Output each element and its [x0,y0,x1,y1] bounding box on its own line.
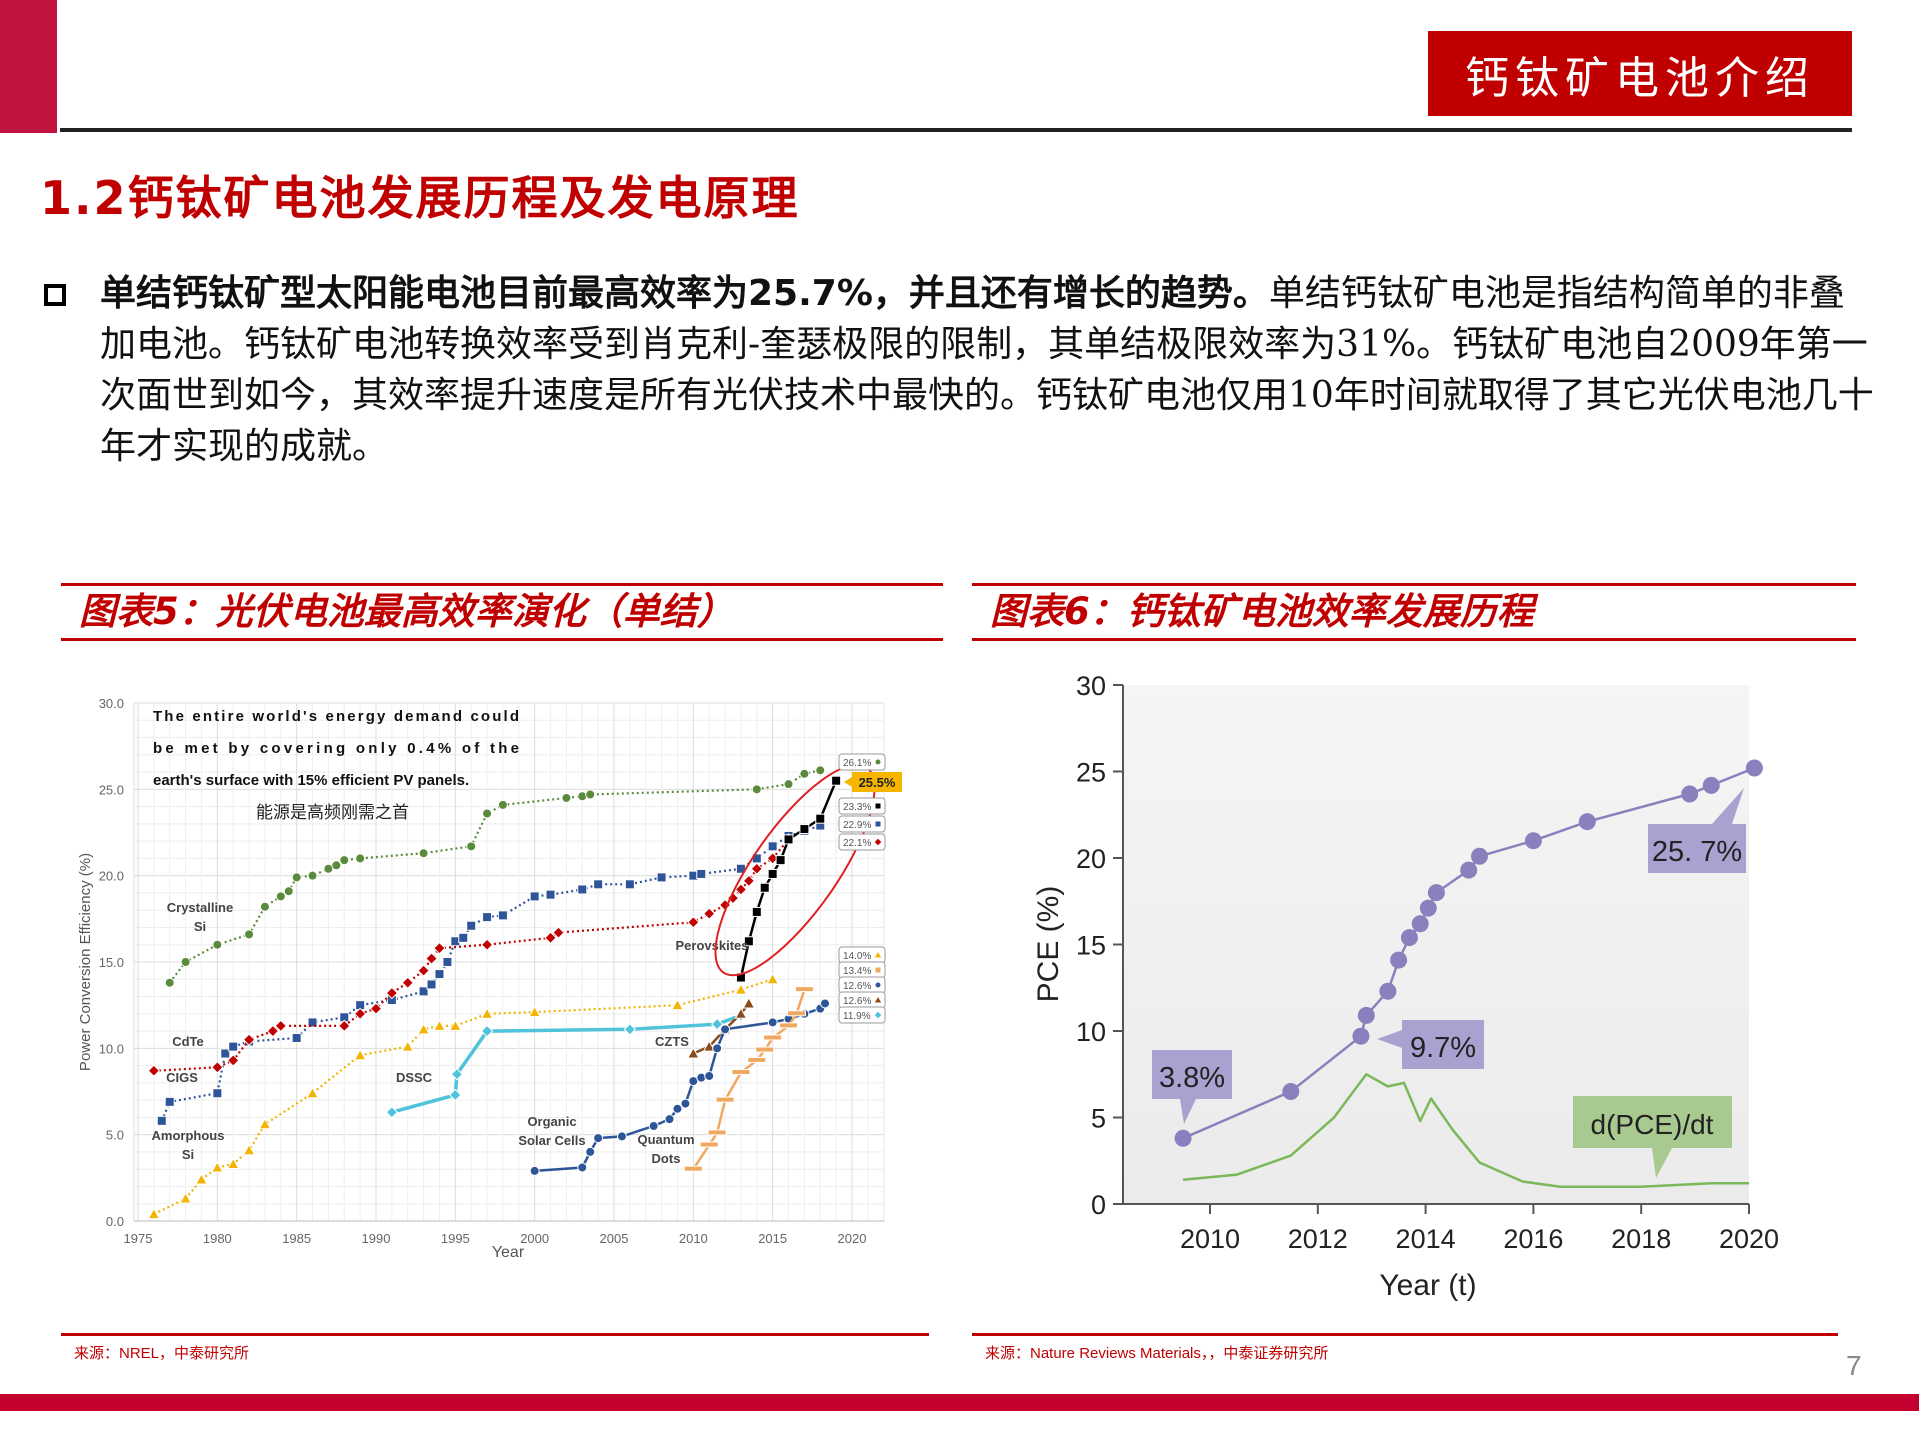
chart-perovskite-efficiency: 0 5 10 15 20 25 30 2010 2012 2014 2016 2018 2020 Year… [1032,671,1779,1302]
svg-text:Year: Year [492,1244,525,1261]
svg-text:26.1%: 26.1% [843,758,871,769]
svg-text:9.7%: 9.7% [1410,1032,1476,1064]
page-number: 7 [1846,1350,1862,1381]
svg-text:22.1%: 22.1% [843,838,871,849]
footer-bar [0,1394,1919,1411]
svg-text:1980: 1980 [203,1231,232,1246]
body-lead: 单结钙钛矿型太阳能电池目前最高效率为25.7%，并且还有增长的趋势。 [100,273,1269,314]
section-tab: 钙钛矿电池介绍 [1428,31,1852,116]
chart6-axes: 0 5 10 15 20 25 30 2010 2012 2014 2016 2018 2020 Year… [1032,671,1779,1302]
chart5-axes: 0.0 5.0 10.0 15.0 20.0 25.0 30.0 1975 1980 1985 19… [77,696,884,1261]
chart-pv-efficiency-evolution: 0.0 5.0 10.0 15.0 20.0 25.0 30.0 1975 1980 1985 19… [77,696,902,1261]
svg-text:Power Conversion Efficiency (%: Power Conversion Efficiency (%) [77,853,94,1071]
square-bullet-icon [44,284,66,306]
svg-text:11.9%: 11.9% [843,1011,871,1022]
svg-text:20: 20 [1076,844,1106,874]
svg-text:1985: 1985 [282,1231,311,1246]
svg-text:5.0: 5.0 [106,1128,124,1143]
page-title: 1.2钙钛矿电池发展历程及发电原理 [40,171,800,225]
svg-text:22.9%: 22.9% [843,820,871,831]
svg-text:20.0: 20.0 [99,869,124,884]
svg-text:DSSC: DSSC [396,1070,433,1085]
svg-text:25.5%: 25.5% [859,775,896,790]
svg-text:CdTe: CdTe [172,1034,204,1049]
svg-text:2018: 2018 [1611,1224,1671,1254]
svg-text:14.0%: 14.0% [843,951,871,962]
svg-text:PCE (%): PCE (%) [1032,886,1065,1003]
header-rule [60,128,1852,132]
figure-5-heading: 图表5：光伏电池最高效率演化（单结） [61,583,943,641]
svg-text:30: 30 [1076,671,1106,701]
svg-text:5: 5 [1091,1104,1106,1134]
svg-text:3.8%: 3.8% [1159,1062,1225,1094]
svg-text:10.0: 10.0 [99,1041,124,1056]
svg-text:2016: 2016 [1503,1224,1563,1254]
side-accent-bar [0,0,57,133]
svg-text:Crystalline: Crystalline [167,900,233,915]
svg-text:2015: 2015 [758,1231,787,1246]
body-text: 单结钙钛矿电池是指结构简单的非叠加电池。钙钛矿电池转换效率受到肖克利-奎瑟极限的… [100,273,1874,467]
svg-text:Quantum: Quantum [637,1132,694,1147]
svg-text:Solar Cells: Solar Cells [518,1133,585,1148]
svg-text:0: 0 [1091,1190,1106,1220]
svg-text:15: 15 [1076,931,1106,961]
svg-text:1975: 1975 [124,1231,153,1246]
svg-text:10: 10 [1076,1017,1106,1047]
svg-text:12.6%: 12.6% [843,981,871,992]
figure-5-source-rule [61,1333,929,1336]
svg-text:2012: 2012 [1288,1224,1348,1254]
svg-text:23.3%: 23.3% [843,802,871,813]
svg-text:CZTS: CZTS [655,1034,689,1049]
svg-text:2020: 2020 [838,1231,867,1246]
chart6-series [1174,759,1763,1188]
svg-text:0.0: 0.0 [106,1214,124,1229]
chart5-series [147,765,842,1220]
svg-text:1995: 1995 [441,1231,470,1246]
figure-6-source: 来源：Nature Reviews Materials，，中泰证券研究所 [985,1345,1329,1362]
svg-text:2010: 2010 [679,1231,708,1246]
svg-text:Si: Si [194,919,206,934]
svg-text:be met by covering only 0.4% o: be met by covering only 0.4% of the [153,740,519,757]
figure-6-heading: 图表6：钙钛矿电池效率发展历程 [972,583,1856,641]
svg-text:Perovskites: Perovskites [676,938,749,953]
svg-text:25. 7%: 25. 7% [1652,836,1742,868]
svg-text:Amorphous: Amorphous [152,1128,225,1143]
svg-text:earth's surface with 15% effic: earth's surface with 15% efficient PV pa… [153,772,469,789]
svg-text:Dots: Dots [652,1151,681,1166]
figure-6-source-rule [972,1333,1838,1336]
svg-text:The entire world's energy dema: The entire world's energy demand could [153,708,519,725]
svg-text:25.0: 25.0 [99,782,124,797]
svg-text:2000: 2000 [520,1231,549,1246]
svg-text:Year (t): Year (t) [1379,1269,1476,1302]
svg-text:Organic: Organic [527,1114,576,1129]
svg-text:15.0: 15.0 [99,955,124,970]
svg-text:Si: Si [182,1147,194,1162]
svg-text:CIGS: CIGS [166,1070,198,1085]
svg-text:2020: 2020 [1719,1224,1779,1254]
svg-text:2014: 2014 [1396,1224,1456,1254]
svg-text:d(PCE)/dt: d(PCE)/dt [1591,1109,1714,1140]
svg-text:2005: 2005 [600,1231,629,1246]
svg-text:13.4%: 13.4% [843,966,871,977]
svg-text:25: 25 [1076,758,1106,788]
svg-text:1990: 1990 [362,1231,391,1246]
svg-text:30.0: 30.0 [99,696,124,711]
chart6-callouts: 3.8% 9.7% 25. 7% d(PCE)/dt [1152,788,1746,1178]
svg-text:12.6%: 12.6% [843,996,871,1007]
body-paragraph: 单结钙钛矿型太阳能电池目前最高效率为25.7%，并且还有增长的趋势。单结钙钛矿电… [100,268,1880,472]
svg-text:2010: 2010 [1180,1224,1240,1254]
svg-text:能源是高频刚需之首: 能源是高频刚需之首 [256,803,409,822]
figure-5-source: 来源：NREL，中泰研究所 [74,1345,250,1362]
